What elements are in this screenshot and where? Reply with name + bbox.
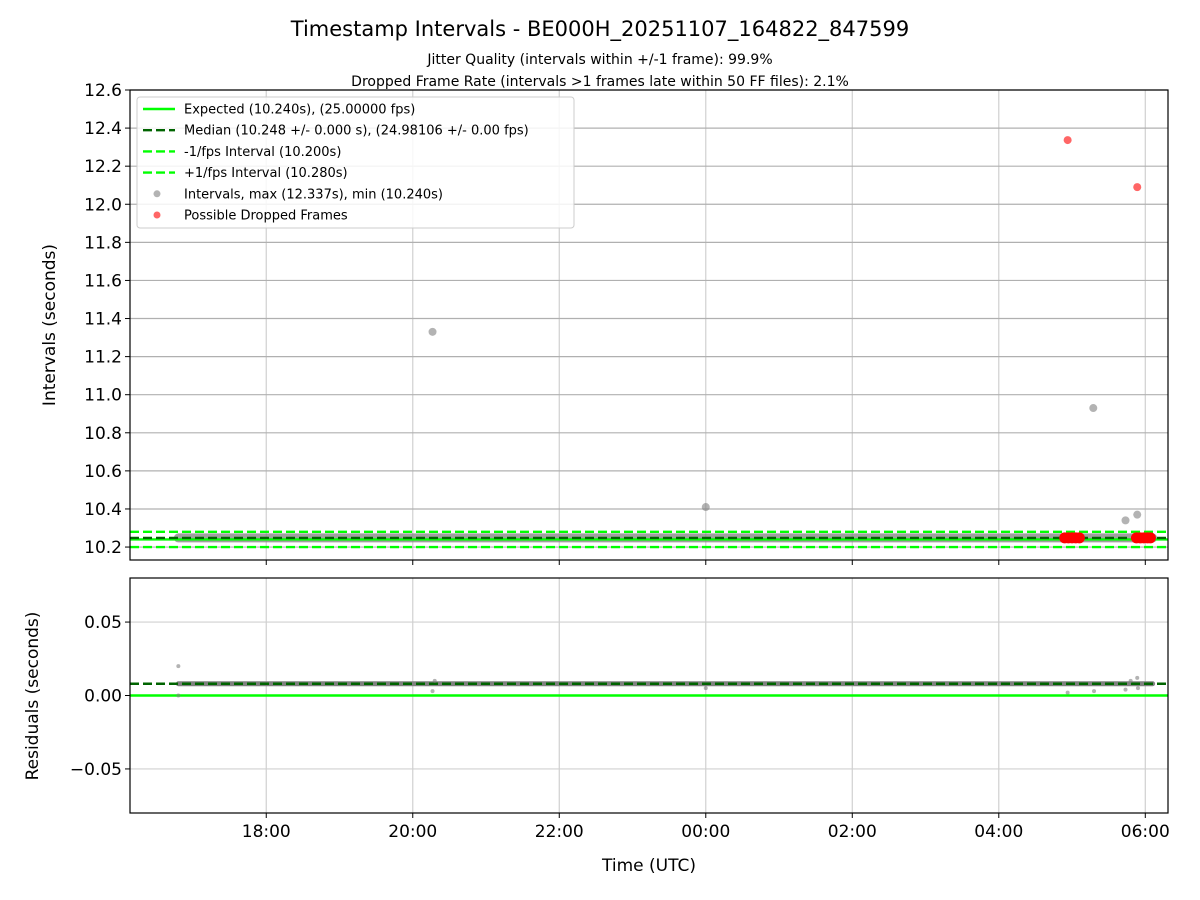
chart-title: Timestamp Intervals - BE000H_20251107_16… bbox=[290, 17, 909, 42]
x-tick-label: 20:00 bbox=[388, 822, 437, 842]
interval-point bbox=[176, 693, 181, 698]
interval-point bbox=[1128, 678, 1133, 683]
y-tick-label: 11.4 bbox=[84, 310, 122, 330]
x-tick-label: 00:00 bbox=[681, 822, 730, 842]
y-tick-label: 10.6 bbox=[84, 462, 122, 482]
legend-entry-label: +1/fps Interval (10.280s) bbox=[184, 166, 348, 181]
y-tick-label: 12.2 bbox=[84, 157, 122, 177]
x-tick-label: 04:00 bbox=[974, 822, 1023, 842]
interval-point bbox=[703, 686, 708, 691]
y-tick-label: 11.6 bbox=[84, 271, 122, 291]
chart-subtitle-jitter: Jitter Quality (intervals within +/-1 fr… bbox=[426, 52, 772, 68]
bottom-y-axis-label: Residuals (seconds) bbox=[23, 612, 43, 781]
legend-entry-label: Possible Dropped Frames bbox=[184, 209, 348, 224]
interval-point bbox=[1135, 675, 1140, 680]
axes-frame bbox=[129, 89, 1169, 561]
y-tick-label: 12.0 bbox=[84, 195, 122, 215]
legend-entry-label: -1/fps Interval (10.200s) bbox=[184, 145, 341, 160]
dropped-frame-point bbox=[1144, 532, 1156, 544]
x-tick-label: 22:00 bbox=[535, 822, 584, 842]
chart-subtitle-dropped: Dropped Frame Rate (intervals >1 frames … bbox=[351, 74, 849, 90]
plot-area bbox=[130, 136, 1168, 549]
bottom-axes: 0.05 0.00 −0.05 18:00 20:00 22:00 00:00 02:00 04… bbox=[70, 577, 1170, 842]
top-axes: 10.2 10.4 10.6 10.8 11.0 11.2 11.4 11.6 11.8 12.0… bbox=[84, 81, 1169, 565]
y-tick-label: 12.4 bbox=[84, 119, 122, 139]
y-tick-label: 12.6 bbox=[84, 81, 122, 101]
interval-point bbox=[1065, 690, 1070, 695]
legend-marker-swatch bbox=[153, 190, 161, 198]
legend: Expected (10.240s), (25.00000 fps) Median… bbox=[136, 96, 575, 229]
legend-marker-swatch bbox=[153, 211, 161, 219]
interval-point bbox=[1121, 516, 1130, 525]
y-tick-label: 0.05 bbox=[84, 613, 122, 633]
top-y-axis-label: Intervals (seconds) bbox=[40, 244, 60, 406]
x-axis-label: Time (UTC) bbox=[601, 856, 696, 876]
legend-entry-label: Intervals, max (12.337s), min (10.240s) bbox=[184, 187, 443, 202]
interval-point bbox=[176, 664, 181, 669]
y-tick-label: 10.2 bbox=[84, 538, 122, 558]
y-tick-label: 11.2 bbox=[84, 348, 122, 368]
x-tick-label: 06:00 bbox=[1121, 822, 1170, 842]
y-tick-label: 10.8 bbox=[84, 424, 122, 444]
y-tick-label: 11.0 bbox=[84, 386, 122, 406]
interval-point bbox=[1133, 510, 1142, 519]
dropped-frame-point bbox=[1063, 136, 1072, 145]
interval-point bbox=[1135, 686, 1140, 691]
y-tick-label: 11.8 bbox=[84, 233, 122, 253]
legend-entry-label: Median (10.248 +/- 0.000 s), (24.98106 +… bbox=[184, 124, 529, 139]
y-tick-label: 10.4 bbox=[84, 500, 122, 520]
plot-area bbox=[130, 664, 1168, 698]
dropped-frame-point bbox=[1133, 183, 1142, 192]
interval-point bbox=[428, 327, 437, 336]
y-tick-label: −0.05 bbox=[70, 760, 122, 780]
interval-point bbox=[1123, 687, 1128, 692]
interval-point bbox=[701, 503, 710, 512]
x-tick-label: 02:00 bbox=[828, 822, 877, 842]
legend-entry-label: Expected (10.240s), (25.00000 fps) bbox=[184, 103, 415, 118]
interval-point bbox=[1092, 689, 1097, 694]
dropped-frame-point bbox=[1073, 532, 1085, 544]
x-tick-label: 18:00 bbox=[242, 822, 291, 842]
interval-point bbox=[432, 678, 437, 683]
y-tick-label: 0.00 bbox=[84, 687, 122, 707]
interval-point bbox=[430, 689, 435, 694]
legend-box bbox=[136, 96, 575, 229]
interval-point bbox=[1089, 404, 1098, 413]
